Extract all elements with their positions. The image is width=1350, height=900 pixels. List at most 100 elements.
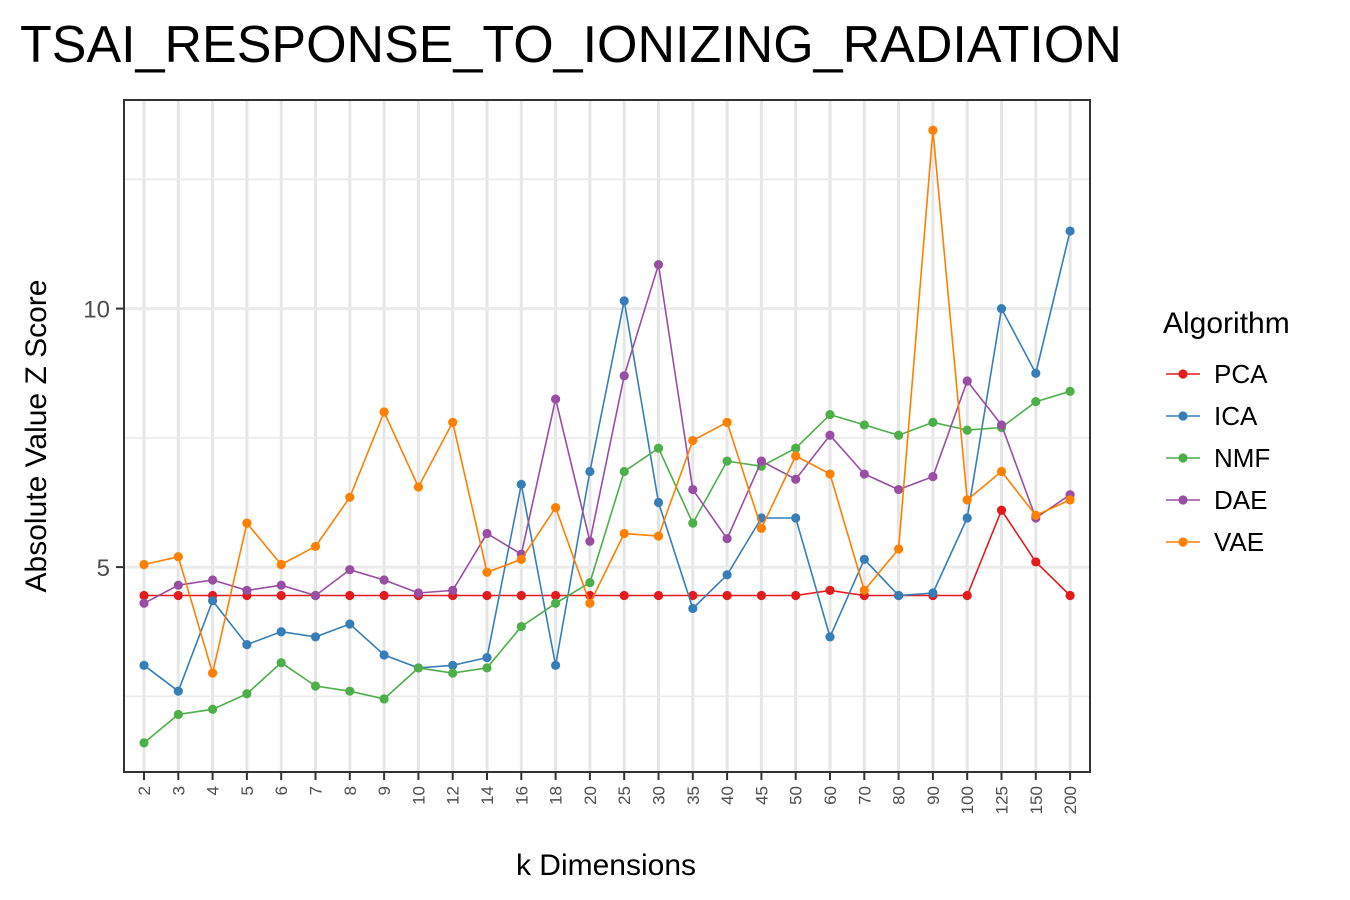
x-axis-title: k Dimensions — [516, 849, 696, 882]
series-line-nmf — [143, 390, 1071, 744]
data-point-nmf — [928, 417, 938, 427]
x-tick-label: 35 — [684, 786, 703, 805]
data-point-vae — [173, 552, 183, 562]
data-point-ica — [653, 497, 664, 508]
data-point-dae — [310, 590, 321, 601]
data-point-nmf — [619, 466, 629, 477]
data-point-nmf — [413, 663, 423, 673]
data-point-pca — [516, 590, 526, 601]
chart-title: TSAI_RESPONSE_TO_IONIZING_RADIATION — [20, 16, 1122, 74]
data-point-ica — [722, 570, 732, 580]
x-tick-label: 20 — [581, 786, 600, 805]
data-point-pca — [482, 590, 492, 601]
data-point-vae — [1065, 495, 1075, 505]
data-point-pca — [825, 585, 835, 595]
data-point-vae — [791, 451, 801, 461]
data-point-ica — [139, 660, 149, 670]
plot-panel-border — [123, 99, 1091, 773]
data-point-ica — [242, 640, 252, 650]
data-point-dae — [722, 534, 732, 544]
data-point-dae — [859, 469, 869, 479]
data-point-dae — [928, 472, 938, 482]
x-tick-label: 7 — [307, 786, 326, 795]
x-tick-label: 3 — [169, 786, 188, 795]
data-point-ica — [996, 304, 1007, 314]
data-point-vae — [653, 531, 664, 541]
x-tick-label: 40 — [718, 786, 737, 805]
data-point-dae — [825, 430, 835, 440]
data-point-dae — [379, 575, 389, 585]
data-point-nmf — [173, 709, 183, 720]
data-point-dae — [482, 528, 492, 539]
data-point-ica — [379, 650, 389, 660]
data-point-ica — [585, 466, 595, 477]
series-layer — [139, 125, 1075, 748]
data-point-pca — [1031, 557, 1041, 567]
data-point-ica — [551, 660, 561, 670]
data-point-pca — [791, 590, 801, 601]
x-tick-label: 200 — [1061, 786, 1080, 814]
data-point-nmf — [1031, 397, 1041, 407]
data-point-dae — [619, 371, 629, 381]
x-tick-label: 80 — [890, 786, 909, 805]
data-point-ica — [859, 554, 869, 564]
data-point-nmf — [208, 704, 218, 714]
x-tick-label: 8 — [341, 786, 360, 795]
x-tick-label: 50 — [787, 786, 806, 805]
data-point-pca — [619, 590, 629, 601]
data-point-pca — [996, 505, 1007, 515]
data-point-nmf — [551, 598, 561, 608]
data-point-ica — [448, 660, 458, 670]
x-tick-label: 45 — [752, 786, 771, 805]
x-tick-label: 100 — [958, 786, 977, 814]
legend-key-point — [1178, 411, 1188, 421]
x-tick-label: 25 — [615, 786, 634, 805]
y-axis: 5 10 — [83, 297, 124, 582]
data-point-pca — [551, 590, 561, 601]
data-point-nmf — [516, 621, 526, 632]
data-point-vae — [482, 567, 492, 577]
x-tick-label: 125 — [993, 786, 1012, 814]
data-point-dae — [139, 598, 149, 608]
data-point-ica — [791, 513, 801, 523]
data-point-vae — [551, 503, 561, 513]
data-point-nmf — [653, 443, 664, 453]
x-tick-label: 60 — [821, 786, 840, 805]
data-point-dae — [688, 484, 698, 495]
series-line-vae — [143, 130, 1071, 677]
legend-key-point — [1178, 495, 1188, 505]
data-point-dae — [551, 394, 561, 404]
data-point-nmf — [722, 456, 732, 466]
data-point-dae — [448, 585, 458, 595]
legend-label: NMF — [1214, 443, 1270, 473]
x-tick-label: 9 — [375, 786, 394, 795]
legend-label: PCA — [1214, 359, 1268, 389]
data-point-dae — [996, 420, 1007, 430]
data-point-nmf — [345, 686, 355, 696]
data-point-dae — [413, 588, 423, 598]
data-point-nmf — [242, 689, 252, 699]
data-point-vae — [894, 544, 904, 554]
data-point-ica — [208, 596, 218, 606]
data-point-vae — [996, 466, 1007, 477]
legend-key-point — [1178, 453, 1188, 463]
data-point-pca — [345, 590, 355, 601]
data-point-vae — [276, 559, 286, 570]
data-point-ica — [825, 632, 835, 642]
data-point-dae — [208, 575, 218, 585]
x-tick-label: 70 — [855, 786, 874, 805]
data-point-ica — [516, 479, 526, 489]
series-line-pca — [144, 508, 1071, 597]
x-tick-label: 2 — [135, 786, 154, 795]
y-axis-title: Absolute Value Z Score — [20, 280, 53, 593]
series-vae — [139, 125, 1075, 678]
data-point-vae — [585, 598, 595, 608]
data-point-ica — [1065, 226, 1075, 236]
data-point-dae — [894, 484, 904, 495]
data-point-dae — [791, 474, 801, 484]
data-point-nmf — [688, 518, 698, 528]
data-point-vae — [756, 523, 767, 533]
data-point-ica — [928, 588, 938, 598]
series-ica — [139, 226, 1075, 696]
